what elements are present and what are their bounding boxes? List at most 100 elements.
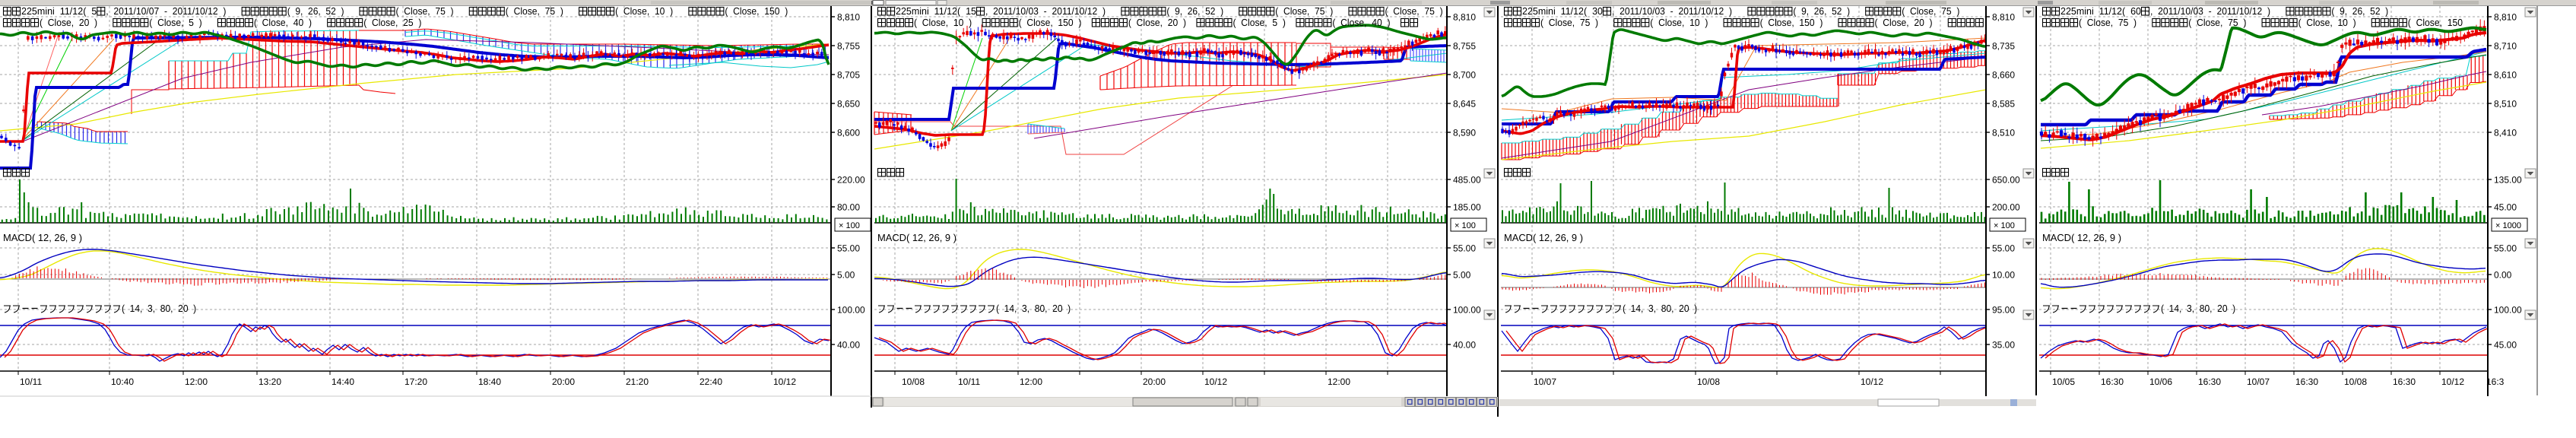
svg-text:, 2011/10/03 - 2011/10/12: , 2011/10/03 - 2011/10/12 ) <box>2150 5 2286 17</box>
svg-text:8,810: 8,810 <box>837 12 860 23</box>
svg-text:100.00: 100.00 <box>1453 305 1481 316</box>
svg-text:( Close, 75 ): ( Close, 75 ) <box>1385 5 1443 17</box>
svg-text:10:40: 10:40 <box>111 376 134 387</box>
svg-text:650.00: 650.00 <box>1992 175 2020 186</box>
svg-text:135.00: 135.00 <box>2494 175 2522 186</box>
svg-text:55.00: 55.00 <box>1992 243 2015 254</box>
svg-text:13:20: 13:20 <box>259 376 281 387</box>
svg-text:185.00: 185.00 <box>1453 202 1481 213</box>
svg-text:( Close, 150 ): ( Close, 150 ) <box>1019 17 1092 28</box>
svg-text:( 14, 3, 80, 20 ): ( 14, 3, 80, 20 ) <box>122 303 196 314</box>
svg-text:16:30: 16:30 <box>2393 376 2416 387</box>
svg-text:12:00: 12:00 <box>1328 376 1350 387</box>
svg-text:100.00: 100.00 <box>2494 305 2522 316</box>
svg-text:MACD( 12, 26, 9 ): MACD( 12, 26, 9 ) <box>2042 232 2121 243</box>
svg-text:( 14, 3, 80, 20 ): ( 14, 3, 80, 20 ) <box>1623 303 1697 314</box>
svg-text:, 2011/10/07 - 2011/10/12: , 2011/10/07 - 2011/10/12 ) <box>106 5 241 17</box>
svg-text:( 9, 26, 52 ): ( 9, 26, 52 ) <box>287 5 360 17</box>
svg-text:8,650: 8,650 <box>837 99 860 110</box>
svg-text:220.00: 220.00 <box>837 175 865 186</box>
svg-text:( Close, 75 ): ( Close, 75 ) <box>2079 17 2152 28</box>
svg-text:8,755: 8,755 <box>837 41 860 52</box>
svg-text:45.00: 45.00 <box>2494 340 2517 351</box>
svg-text:8,710: 8,710 <box>2494 41 2517 52</box>
svg-text:18:40: 18:40 <box>478 376 501 387</box>
svg-text:5.00: 5.00 <box>1453 270 1471 281</box>
svg-text:( Close, 75 ): ( Close, 75 ) <box>396 5 469 17</box>
svg-text:( 9, 26, 52 ): ( 9, 26, 52 ) <box>1166 5 1239 17</box>
svg-text:( Close, 10 ): ( Close, 10 ) <box>914 17 982 28</box>
svg-text:8,810: 8,810 <box>1992 12 2015 23</box>
svg-text:35.00: 35.00 <box>1992 340 2015 351</box>
svg-text:8,585: 8,585 <box>1992 99 2015 110</box>
svg-text:( 14, 3, 80, 20 ): ( 14, 3, 80, 20 ) <box>2161 303 2235 314</box>
svg-text:( 9, 26, 52 ): ( 9, 26, 52 ) <box>2331 5 2388 17</box>
svg-text:( Close, 25 ): ( Close, 25 ) <box>363 17 421 28</box>
svg-text:× 100: × 100 <box>1455 221 1476 230</box>
svg-text:( Close, 20 ): ( Close, 20 ) <box>1875 17 1948 28</box>
svg-text:8,645: 8,645 <box>1453 99 1476 110</box>
svg-text:( Close, 150 ): ( Close, 150 ) <box>725 5 788 17</box>
svg-text:MACD( 12, 26, 9 ): MACD( 12, 26, 9 ) <box>1504 232 1583 243</box>
svg-text:, 2011/10/03 - 2011/10/12: , 2011/10/03 - 2011/10/12 ) <box>985 5 1121 17</box>
svg-text:0.00: 0.00 <box>2494 270 2512 281</box>
svg-text:200.00: 200.00 <box>1992 202 2020 213</box>
svg-text:225mini 11/12( 5: 225mini 11/12( 5 <box>21 5 97 17</box>
svg-text:8,510: 8,510 <box>1992 128 2015 138</box>
svg-text:( Close, 10 ): ( Close, 10 ) <box>615 5 688 17</box>
svg-text:( Close, 75 ): ( Close, 75 ) <box>1275 5 1348 17</box>
svg-text:8,705: 8,705 <box>837 70 860 81</box>
svg-text:10/08: 10/08 <box>902 376 925 387</box>
svg-text:× 100: × 100 <box>839 221 860 230</box>
svg-text:( Close, 5 ): ( Close, 5 ) <box>149 17 217 28</box>
svg-text:MACD( 12, 26, 9 ): MACD( 12, 26, 9 ) <box>3 232 82 243</box>
svg-text:55.00: 55.00 <box>2494 243 2517 254</box>
svg-text:( 14, 3, 80, 20 ): ( 14, 3, 80, 20 ) <box>996 303 1071 314</box>
svg-text:12:00: 12:00 <box>185 376 208 387</box>
svg-text:21:20: 21:20 <box>626 376 649 387</box>
svg-text:10/12: 10/12 <box>1861 376 1883 387</box>
svg-text:× 1000: × 1000 <box>2495 221 2521 230</box>
svg-text:16:30: 16:30 <box>2198 376 2221 387</box>
svg-text:10/06: 10/06 <box>2149 376 2172 387</box>
svg-text:22:40: 22:40 <box>700 376 722 387</box>
svg-text:10/12: 10/12 <box>1204 376 1227 387</box>
svg-text:5.00: 5.00 <box>837 270 855 281</box>
svg-text:225mini 11/12( 30: 225mini 11/12( 30 <box>1522 5 1603 17</box>
svg-text:( 9, 26, 52 ): ( 9, 26, 52 ) <box>1793 5 1865 17</box>
svg-text:485.00: 485.00 <box>1453 175 1481 186</box>
svg-text:8,810: 8,810 <box>1453 12 1476 23</box>
svg-text:( Close, 10 ): ( Close, 10 ) <box>2298 17 2371 28</box>
svg-text:20:00: 20:00 <box>1143 376 1166 387</box>
svg-text:( Close, 150: ( Close, 150 <box>2408 17 2463 28</box>
svg-text:( Close, 75 ): ( Close, 75 ) <box>506 5 579 17</box>
svg-text:55.00: 55.00 <box>1453 243 1476 254</box>
svg-text:16:30: 16:30 <box>2295 376 2318 387</box>
svg-text:, 2011/10/03 - 2011/10/12: , 2011/10/03 - 2011/10/12 ) <box>1612 5 1747 17</box>
svg-text:10/12: 10/12 <box>2441 376 2464 387</box>
svg-text:( Close, 20 ): ( Close, 20 ) <box>40 17 113 28</box>
svg-text:10/12: 10/12 <box>773 376 796 387</box>
svg-text:8,590: 8,590 <box>1453 128 1476 138</box>
svg-text:45.00: 45.00 <box>2494 202 2517 213</box>
svg-text:8,610: 8,610 <box>2494 70 2517 81</box>
svg-text:40.00: 40.00 <box>837 340 860 351</box>
svg-text:225mini 11/12( 15: 225mini 11/12( 15 <box>896 5 976 17</box>
svg-text:( Close, 75 ): ( Close, 75 ) <box>2188 17 2261 28</box>
svg-text:( Close, 20 ): ( Close, 20 ) <box>1128 17 1197 28</box>
svg-text:( Close, 5 ): ( Close, 5 ) <box>1233 17 1296 28</box>
svg-text:16:30: 16:30 <box>2101 376 2124 387</box>
svg-text:55.00: 55.00 <box>837 243 860 254</box>
svg-text:8,660: 8,660 <box>1992 70 2015 81</box>
svg-text:( Close, 40 ): ( Close, 40 ) <box>254 17 327 28</box>
svg-text:12:00: 12:00 <box>1020 376 1042 387</box>
svg-text:8,700: 8,700 <box>1453 70 1476 81</box>
svg-text:8,410: 8,410 <box>2494 128 2517 138</box>
svg-text:100.00: 100.00 <box>837 305 865 316</box>
svg-text:( Close, 150 ): ( Close, 150 ) <box>1760 17 1838 28</box>
svg-text:10/05: 10/05 <box>2052 376 2075 387</box>
svg-text:8,510: 8,510 <box>2494 99 2517 110</box>
svg-text:8,600: 8,600 <box>837 128 860 138</box>
svg-text:8,810: 8,810 <box>2494 12 2517 23</box>
svg-text:MACD( 12, 26, 9 ): MACD( 12, 26, 9 ) <box>877 232 956 243</box>
